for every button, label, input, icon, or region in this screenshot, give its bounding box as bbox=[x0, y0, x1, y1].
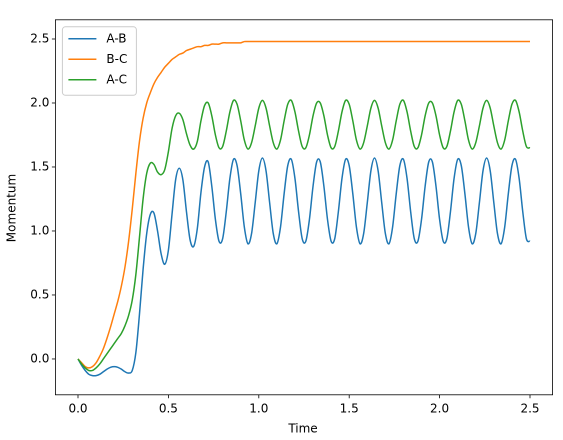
y-tick-label: 1.0 bbox=[30, 223, 49, 237]
series-line bbox=[77, 157, 531, 377]
x-tick-label: 2.0 bbox=[430, 401, 449, 415]
x-tick-label: 1.5 bbox=[340, 401, 359, 415]
x-tick-label: 0.5 bbox=[159, 401, 178, 415]
y-axis-label: Momentum bbox=[5, 174, 19, 242]
x-tick-label: 1.0 bbox=[249, 401, 268, 415]
y-tick-label: 0.5 bbox=[30, 287, 49, 301]
series-line bbox=[77, 40, 530, 369]
legend-label: B-C bbox=[106, 52, 127, 66]
y-tick-label: 1.5 bbox=[30, 159, 49, 173]
plot-frame bbox=[55, 19, 554, 396]
legend: A-B B-C A-C bbox=[61, 26, 137, 96]
y-tick-label: 2.0 bbox=[30, 95, 49, 109]
x-tick-label: 0.0 bbox=[68, 401, 87, 415]
x-tick-label: 2.5 bbox=[520, 401, 539, 415]
legend-label: A-B bbox=[106, 31, 126, 45]
legend-box bbox=[61, 26, 137, 96]
x-axis-label: Time bbox=[287, 422, 317, 436]
series-line bbox=[77, 99, 531, 372]
y-tick-label: 0.0 bbox=[30, 351, 49, 365]
y-tick-label: 2.5 bbox=[30, 31, 49, 45]
legend-label: A-C bbox=[106, 72, 127, 86]
